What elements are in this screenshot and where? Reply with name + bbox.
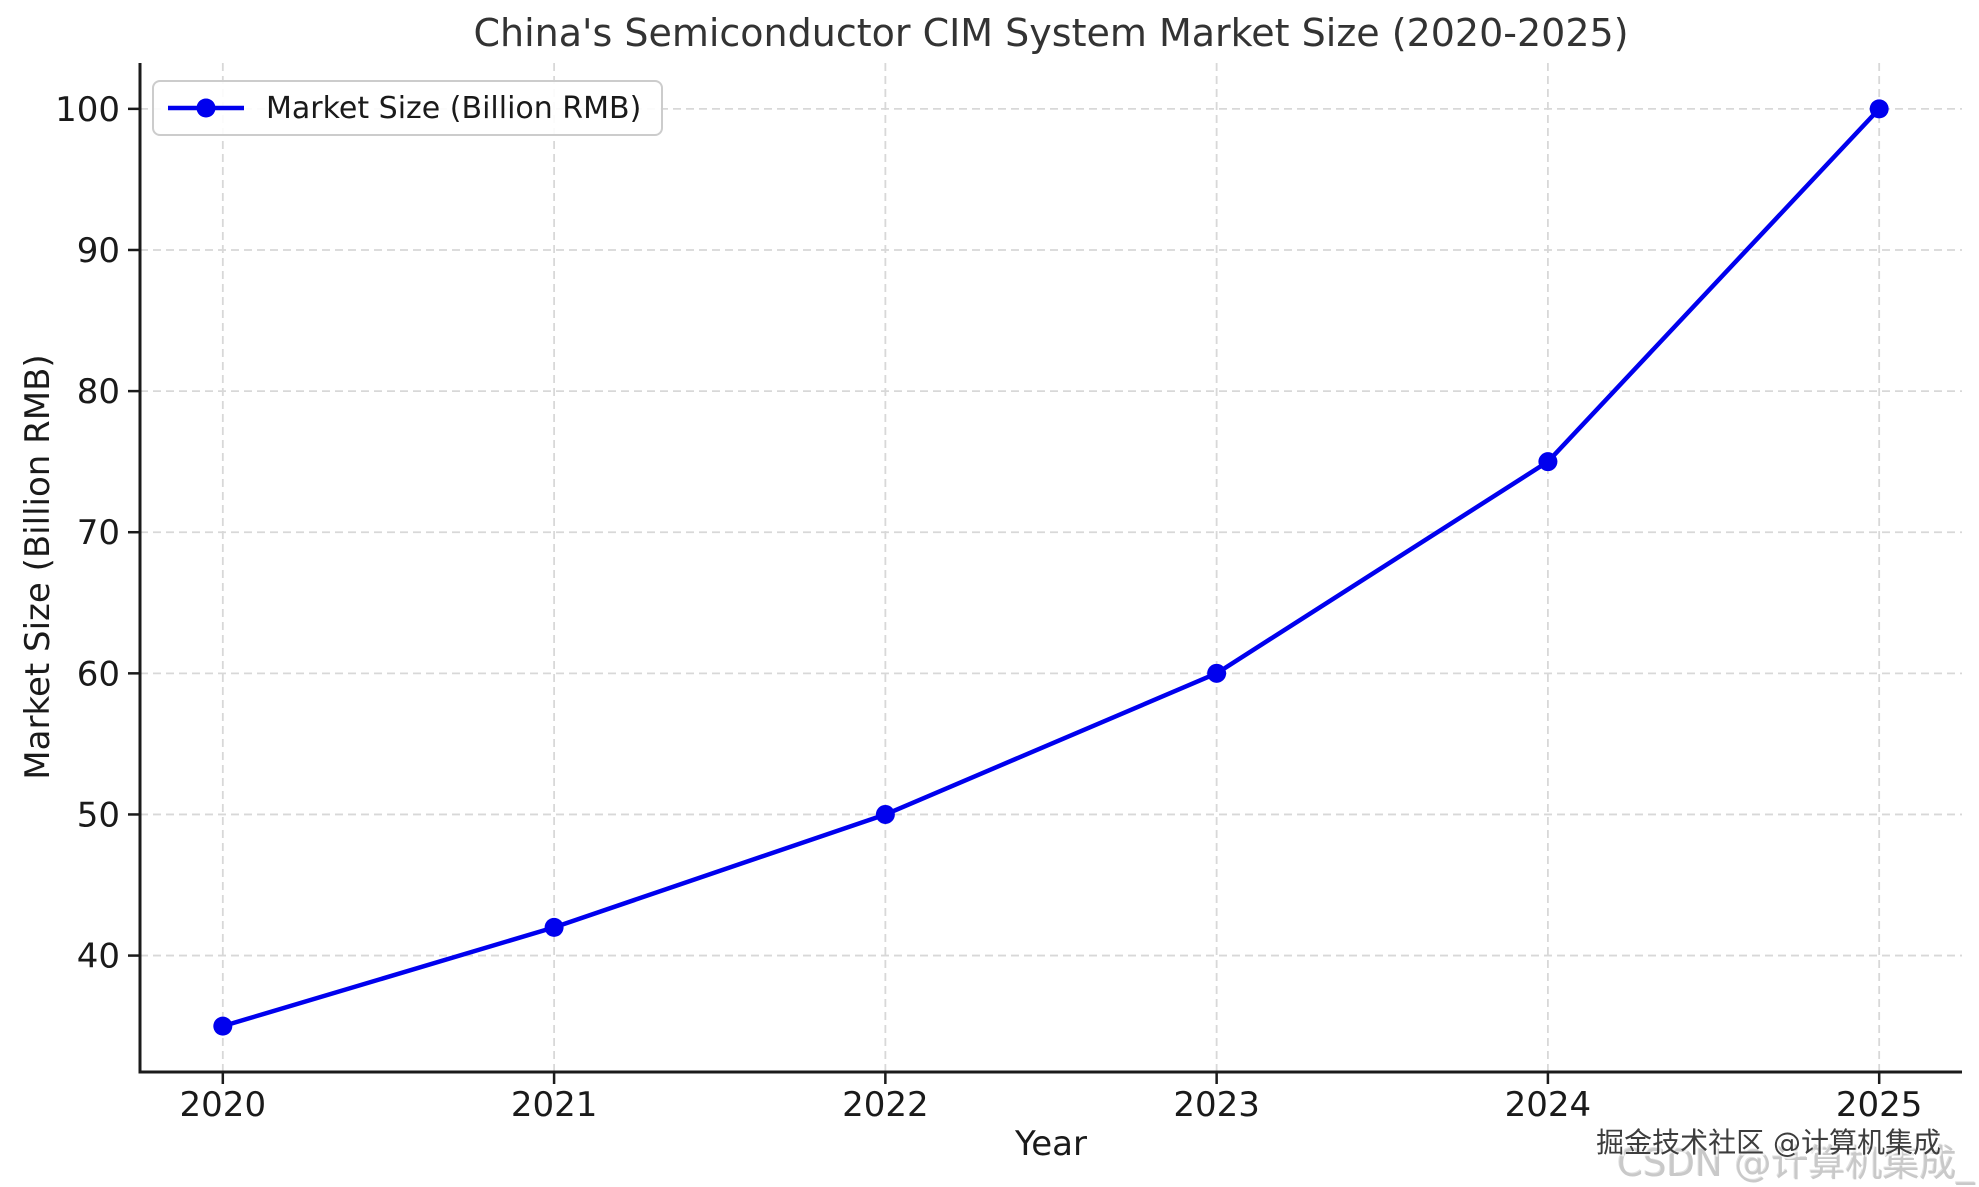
data-point-2021 <box>544 917 564 937</box>
tick-labels: 2020 2021 2022 2023 2024 2025 40 50 60 70 80 90 100 <box>55 90 1922 1125</box>
gridlines <box>140 63 1962 1072</box>
x-tick-label: 2024 <box>1505 1085 1592 1125</box>
y-tick-label: 60 <box>77 654 120 694</box>
x-tick-label: 2023 <box>1173 1085 1260 1125</box>
y-axis-label: Market Size (Billion RMB) <box>18 354 58 780</box>
y-tick-label: 100 <box>55 90 120 130</box>
y-tick-label: 80 <box>77 372 120 412</box>
chart-title: China's Semiconductor CIM System Market … <box>473 11 1629 55</box>
x-tick-label: 2020 <box>180 1085 267 1125</box>
axes <box>128 63 1962 1084</box>
y-tick-label: 70 <box>77 513 120 553</box>
y-tick-label: 50 <box>77 795 120 835</box>
series-line <box>220 106 1882 1029</box>
data-point-2020 <box>213 1016 233 1036</box>
x-tick-label: 2022 <box>842 1085 929 1125</box>
x-tick-label: 2025 <box>1836 1085 1923 1125</box>
legend-line-marker-icon <box>168 98 244 118</box>
y-tick-label: 90 <box>77 231 120 271</box>
x-tick-label: 2021 <box>511 1085 598 1125</box>
legend-label: Market Size (Billion RMB) <box>266 90 642 126</box>
legend: Market Size (Billion RMB) <box>152 80 664 136</box>
x-axis-label: Year <box>1015 1124 1087 1164</box>
watermark-csdn: CSDN @计算机集成_ <box>1617 1142 1975 1185</box>
watermark-juejin: 掘金技术社区 @计算机集成 <box>1596 1126 1941 1159</box>
data-point-2022 <box>875 804 895 824</box>
data-point-2024 <box>1538 452 1558 472</box>
data-point-2025 <box>1869 99 1889 119</box>
data-series <box>213 99 1889 1036</box>
y-tick-label: 40 <box>77 937 120 977</box>
data-point-2023 <box>1207 663 1227 683</box>
